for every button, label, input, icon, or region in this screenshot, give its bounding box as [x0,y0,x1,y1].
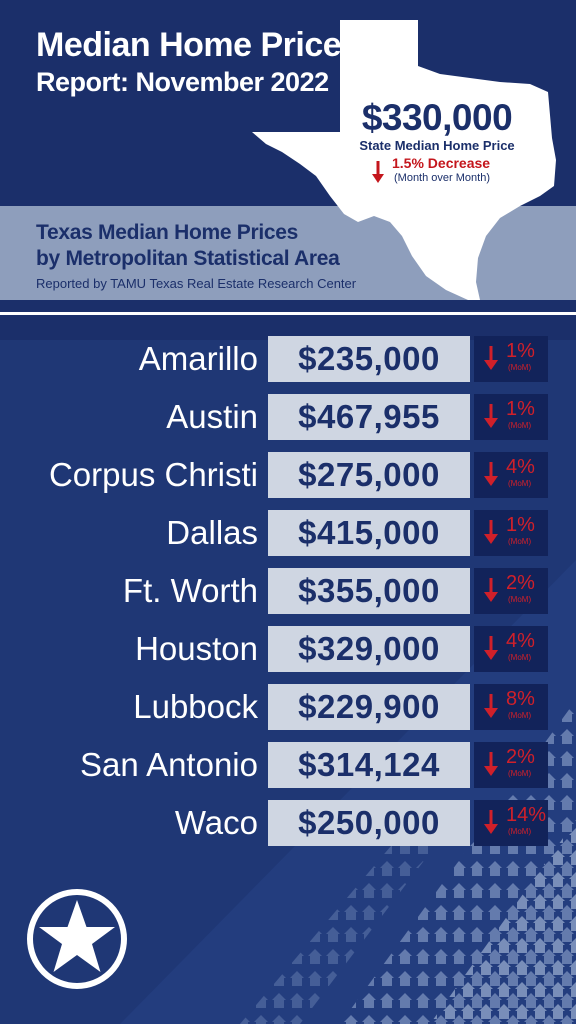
state-change-value: 1.5% Decrease [392,155,491,171]
table-row: Waco $250,000 14% (MoM) [0,800,576,846]
metro-change: 1% [506,398,535,420]
section-title-line-1: Texas Median Home Prices [36,221,299,244]
down-arrow-icon [484,520,498,544]
metro-change: 2% [506,746,535,768]
metro-price: $275,000 [298,456,440,493]
table-row: San Antonio $314,124 2% (MoM) [0,742,576,788]
table-row: Amarillo $235,000 1% (MoM) [0,336,576,382]
metro-city: Corpus Christi [48,456,258,493]
metro-city: Waco [174,804,258,841]
table-row: Dallas $415,000 1% (MoM) [0,510,576,556]
title-line-1: Median Home Price [36,26,342,64]
metro-price-box: $229,900 [268,684,470,730]
metro-city: Ft. Worth [122,572,258,609]
metro-change: 14% [506,804,547,826]
metro-change-box: 1% (MoM) [474,336,548,382]
metro-price: $415,000 [298,514,440,551]
metro-price-box: $275,000 [268,452,470,498]
down-arrow-icon [484,578,498,602]
metro-price-box: $250,000 [268,800,470,846]
metro-change-box: 1% (MoM) [474,510,548,556]
metro-price: $329,000 [298,630,440,667]
metro-city: Houston [135,630,258,667]
down-arrow-icon [484,752,498,776]
metro-price: $229,900 [298,688,440,725]
down-arrow-icon [484,810,498,834]
down-arrow-icon [484,346,498,370]
star-logo-icon [27,889,127,989]
metro-city: San Antonio [80,746,258,783]
metro-price: $467,955 [298,398,440,435]
title-line-2: Report: November 2022 [36,67,329,97]
metro-change-period: (MoM) [508,711,532,720]
metro-city: Amarillo [138,340,258,377]
metro-change-period: (MoM) [508,537,532,546]
section-title-line-2: by Metropolitan Statistical Area [36,247,340,270]
table-row: Ft. Worth $355,000 2% (MoM) [0,568,576,614]
state-median-label: State Median Home Price [359,138,515,153]
metro-price-box: $314,124 [268,742,470,788]
metro-change: 4% [506,456,535,478]
state-median-callout: $330,000 State Median Home Price 1.5% De… [342,98,532,187]
metro-change-period: (MoM) [508,595,532,604]
metro-price: $235,000 [298,340,440,377]
section-source: Reported by TAMU Texas Real Estate Resea… [36,276,357,291]
metro-city: Dallas [166,514,258,551]
metro-change: 1% [506,340,535,362]
metro-change-box: 4% (MoM) [474,452,548,498]
metro-change-period: (MoM) [508,769,532,778]
down-arrow-icon [484,404,498,428]
texas-map-icon [252,20,556,300]
metro-change-period: (MoM) [508,653,532,662]
state-median-price: $330,000 [361,97,513,138]
state-change: 1.5% Decrease (Month over Month) [342,155,532,187]
metro-change: 1% [506,514,535,536]
metro-change-box: 2% (MoM) [474,568,548,614]
metro-price: $250,000 [298,804,440,841]
metro-price: $314,124 [298,746,440,783]
metro-city: Austin [166,398,258,435]
down-arrow-icon [484,694,498,718]
table-row: Lubbock $229,900 8% (MoM) [0,684,576,730]
down-arrow-icon [484,636,498,660]
table-row: Houston $329,000 4% (MoM) [0,626,576,672]
metro-change-period: (MoM) [508,479,532,488]
metro-price-box: $415,000 [268,510,470,556]
metro-change-box: 4% (MoM) [474,626,548,672]
metro-price-box: $329,000 [268,626,470,672]
metro-change: 2% [506,572,535,594]
metro-price-box: $355,000 [268,568,470,614]
metro-change-box: 14% (MoM) [474,800,548,846]
metro-price-box: $235,000 [268,336,470,382]
metro-change: 8% [506,688,535,710]
table-row: Austin $467,955 1% (MoM) [0,394,576,440]
metro-change-period: (MoM) [508,363,532,372]
down-arrow-icon [484,462,498,486]
metro-price-box: $467,955 [268,394,470,440]
metro-change-period: (MoM) [508,827,532,836]
table-row: Corpus Christi $275,000 4% (MoM) [0,452,576,498]
metro-change: 4% [506,630,535,652]
metro-change-box: 2% (MoM) [474,742,548,788]
down-arrow-icon [372,161,384,183]
metro-change-box: 8% (MoM) [474,684,548,730]
metro-change-box: 1% (MoM) [474,394,548,440]
section-heading: Texas Median Home Prices by Metropolitan… [36,220,356,291]
state-change-period: (Month over Month) [394,172,490,184]
metro-change-period: (MoM) [508,421,532,430]
band-divider [0,312,576,315]
metro-price: $355,000 [298,572,440,609]
page-title: Median Home Price Report: November 2022 [36,26,342,100]
metro-city: Lubbock [133,688,258,725]
